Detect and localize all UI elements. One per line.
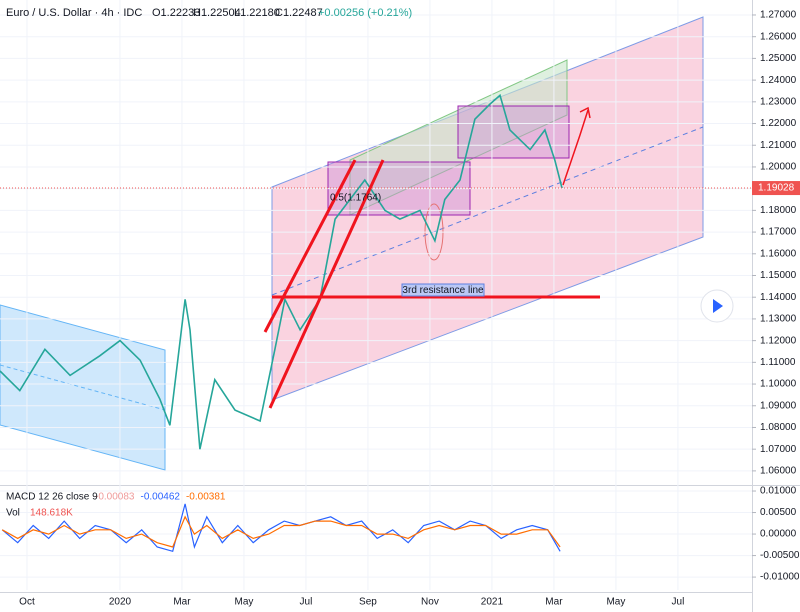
- indicator-value: -0.00462: [140, 492, 180, 503]
- y-tick-label: 1.25000: [760, 53, 797, 64]
- drawings-over: 3rd resistance line 0.5(1.1764) Euro / U…: [6, 7, 734, 519]
- y-tick-label: 1.22000: [760, 118, 797, 129]
- y-tick-label: 1.26000: [760, 31, 797, 42]
- series-line: [1, 503, 561, 553]
- y-tick-label: 1.10000: [760, 379, 797, 390]
- y-tick-label: 1.21000: [760, 140, 797, 151]
- indicator-value: -0.00083: [95, 492, 135, 503]
- ohlc-high: H1.22504: [193, 7, 241, 19]
- blue-channel-mid: [0, 364, 166, 411]
- y-tick-label: 0.00000: [760, 529, 797, 540]
- ohlc-low: L1.22180: [234, 7, 280, 19]
- x-tick-label: Mar: [173, 597, 191, 608]
- x-tick-label: Jul: [672, 597, 685, 608]
- y-tick-label: 1.09000: [760, 400, 797, 411]
- y-tick-label: 1.07000: [760, 444, 797, 455]
- ohlc-change: +0.00256 (+0.21%): [318, 7, 412, 19]
- y-tick-label: 0.00500: [760, 507, 797, 518]
- y-tick-label: 1.24000: [760, 75, 797, 86]
- symbol: Euro / U.S. Dollar · 4h · IDC: [6, 7, 142, 19]
- y-tick-label: 1.23000: [760, 96, 797, 107]
- ohlc-open: O1.22233: [152, 7, 200, 19]
- series-line: [1, 515, 561, 548]
- series-line: [0, 93, 563, 450]
- x-tick-label: Jul: [300, 597, 313, 608]
- indicator-value: -0.00381: [186, 492, 226, 503]
- macd-label: MACD 12 26 close 9: [6, 492, 98, 503]
- x-tick-label: Oct: [19, 597, 35, 608]
- trend-line: [268, 159, 385, 409]
- y-tick-label: 1.15000: [760, 270, 797, 281]
- arrow-head: [579, 106, 591, 119]
- x-tick-label: Sep: [359, 597, 377, 608]
- arrow: [562, 109, 589, 186]
- y-tick-label: -0.01000: [760, 572, 800, 583]
- y-tick-label: 1.11000: [760, 357, 796, 368]
- y-tick-label: 1.16000: [760, 248, 797, 259]
- y-tick-label: 1.08000: [760, 422, 797, 433]
- resistance-label: 3rd resistance line: [402, 285, 484, 296]
- y-tick-label: 1.13000: [760, 314, 797, 325]
- y-tick-label: 0.01000: [760, 486, 797, 497]
- last-price-box: [752, 181, 800, 196]
- y-tick-label: 1.17000: [760, 227, 797, 238]
- y-tick-label: 1.12000: [760, 335, 797, 346]
- x-tick-label: May: [606, 597, 625, 608]
- play-icon: [713, 299, 723, 313]
- x-tick-label: Nov: [421, 597, 439, 608]
- y-tick-label: 1.20000: [760, 162, 797, 173]
- y-tick-label: 1.14000: [760, 292, 797, 303]
- vol-value: 148.618K: [30, 508, 73, 519]
- last-price-label: 1.19028: [758, 183, 795, 194]
- x-tick-label: Mar: [545, 597, 563, 608]
- vol-label: Vol: [6, 508, 20, 519]
- resistance-label-box: [401, 283, 485, 297]
- x-tick-label: May: [234, 597, 253, 608]
- y-tick-label: -0.00500: [760, 550, 800, 561]
- y-tick-label: 1.18000: [760, 205, 797, 216]
- trend-line: [263, 159, 357, 333]
- y-tick-label: 1.27000: [760, 10, 797, 21]
- y-tick-label: 1.06000: [760, 466, 797, 477]
- x-tick-label: 2021: [481, 597, 504, 608]
- ohlc-close: C1.22487: [275, 7, 323, 19]
- x-tick-label: 2020: [109, 597, 132, 608]
- fib-label: 0.5(1.1764): [330, 193, 381, 204]
